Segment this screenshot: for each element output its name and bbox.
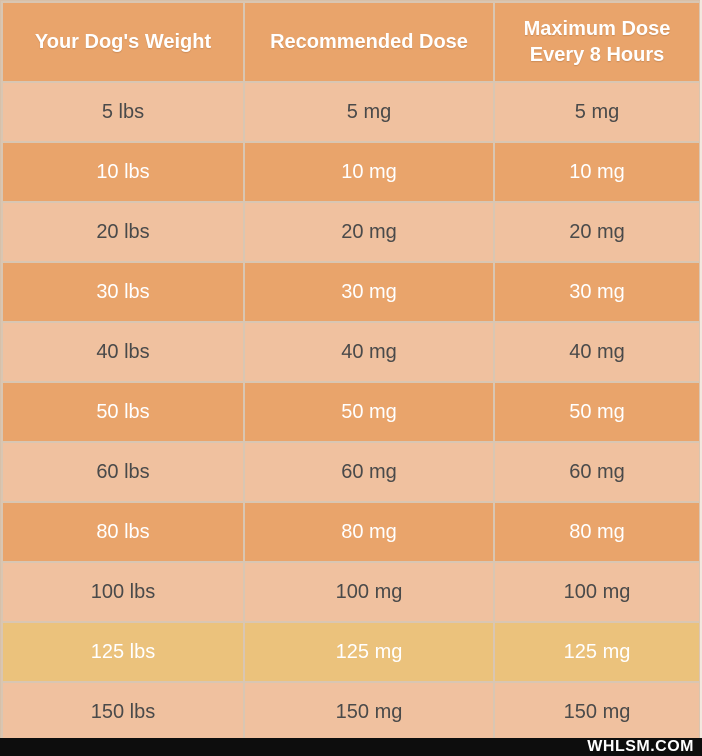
table-row: 100 lbs 100 mg 100 mg: [1, 561, 701, 623]
table-row: 30 lbs 30 mg 30 mg: [1, 261, 701, 323]
cell-recommended-dose: 125 mg: [243, 621, 495, 683]
cell-maximum-dose: 150 mg: [493, 681, 701, 743]
cell-maximum-dose: 50 mg: [493, 381, 701, 443]
dosage-table: Your Dog's Weight Recommended Dose Maxim…: [1, 1, 701, 743]
cell-recommended-dose: 20 mg: [243, 201, 495, 263]
table-row: 150 lbs 150 mg 150 mg: [1, 681, 701, 743]
cell-dog-weight: 10 lbs: [1, 141, 245, 203]
header-maximum-dose: Maximum Dose Every 8 Hours: [493, 1, 701, 83]
cell-recommended-dose: 80 mg: [243, 501, 495, 563]
cell-dog-weight: 60 lbs: [1, 441, 245, 503]
cell-maximum-dose: 20 mg: [493, 201, 701, 263]
header-row: Your Dog's Weight Recommended Dose Maxim…: [1, 1, 701, 83]
cell-dog-weight: 5 lbs: [1, 81, 245, 143]
table-row: 10 lbs 10 mg 10 mg: [1, 141, 701, 203]
cell-dog-weight: 50 lbs: [1, 381, 245, 443]
cell-maximum-dose: 100 mg: [493, 561, 701, 623]
cell-recommended-dose: 100 mg: [243, 561, 495, 623]
cell-recommended-dose: 40 mg: [243, 321, 495, 383]
watermark-text: WHLSM.COM: [587, 738, 694, 755]
table-row: 80 lbs 80 mg 80 mg: [1, 501, 701, 563]
table-row: 60 lbs 60 mg 60 mg: [1, 441, 701, 503]
cell-dog-weight: 20 lbs: [1, 201, 245, 263]
cell-recommended-dose: 10 mg: [243, 141, 495, 203]
cell-recommended-dose: 50 mg: [243, 381, 495, 443]
header-recommended-dose: Recommended Dose: [243, 1, 495, 83]
table-header: Your Dog's Weight Recommended Dose Maxim…: [1, 1, 701, 83]
footer-bar: WHLSM.COM: [0, 738, 702, 756]
cell-maximum-dose: 80 mg: [493, 501, 701, 563]
header-dog-weight: Your Dog's Weight: [1, 1, 245, 83]
cell-maximum-dose: 125 mg: [493, 621, 701, 683]
cell-maximum-dose: 30 mg: [493, 261, 701, 323]
cell-dog-weight: 40 lbs: [1, 321, 245, 383]
cell-dog-weight: 100 lbs: [1, 561, 245, 623]
page-edge: [700, 0, 702, 738]
cell-recommended-dose: 150 mg: [243, 681, 495, 743]
cell-recommended-dose: 60 mg: [243, 441, 495, 503]
cell-maximum-dose: 5 mg: [493, 81, 701, 143]
cell-dog-weight: 80 lbs: [1, 501, 245, 563]
cell-dog-weight: 30 lbs: [1, 261, 245, 323]
cell-recommended-dose: 5 mg: [243, 81, 495, 143]
table-row: 5 lbs 5 mg 5 mg: [1, 81, 701, 143]
cell-maximum-dose: 40 mg: [493, 321, 701, 383]
cell-maximum-dose: 60 mg: [493, 441, 701, 503]
table-row: 50 lbs 50 mg 50 mg: [1, 381, 701, 443]
table-row: 40 lbs 40 mg 40 mg: [1, 321, 701, 383]
table-row: 125 lbs 125 mg 125 mg: [1, 621, 701, 683]
table-body: 5 lbs 5 mg 5 mg 10 lbs 10 mg 10 mg 20 lbs 20 mg…: [1, 81, 701, 743]
cell-recommended-dose: 30 mg: [243, 261, 495, 323]
cell-dog-weight: 150 lbs: [1, 681, 245, 743]
table-row: 20 lbs 20 mg 20 mg: [1, 201, 701, 263]
cell-maximum-dose: 10 mg: [493, 141, 701, 203]
cell-dog-weight: 125 lbs: [1, 621, 245, 683]
